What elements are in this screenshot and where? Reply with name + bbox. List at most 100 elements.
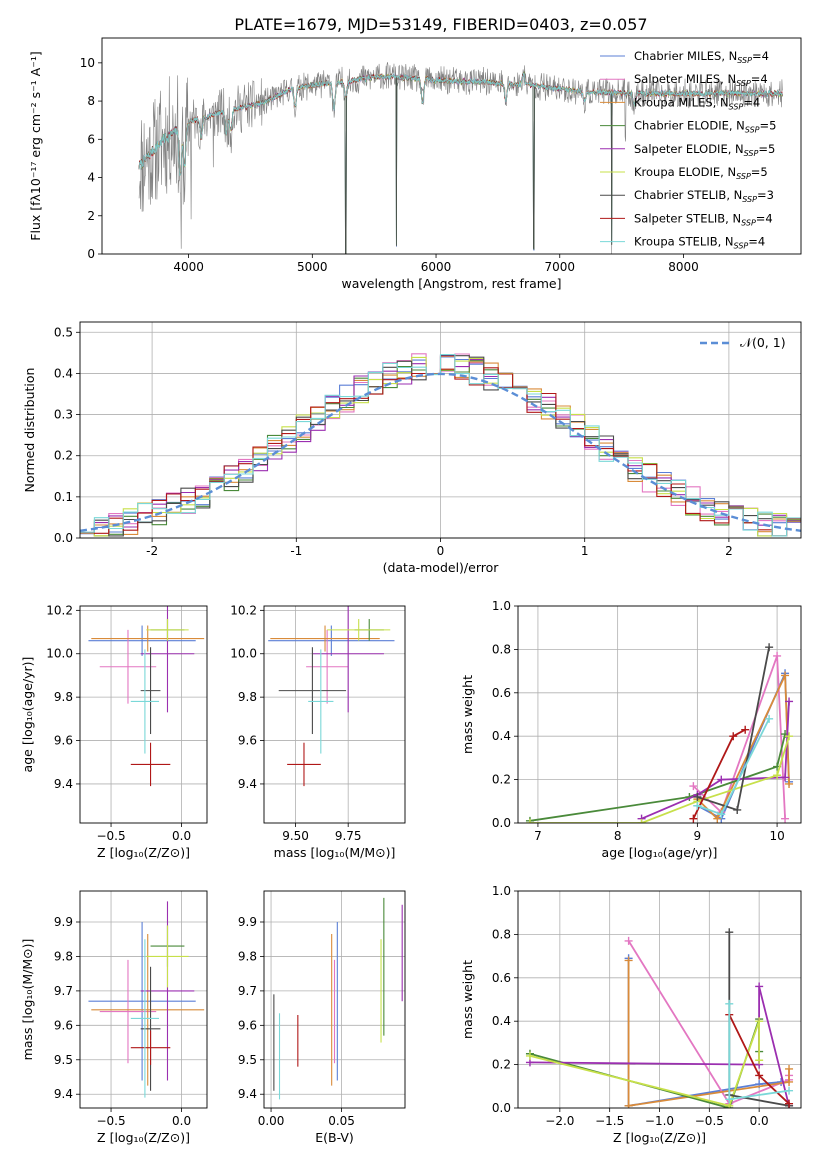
legend-entry: Salpeter STELIB, NSSP=4 <box>634 211 773 227</box>
x-tick-label: 9 <box>694 829 702 843</box>
x-tick-label: 4000 <box>173 260 204 274</box>
x-tick-label: 7 <box>534 829 542 843</box>
axes-frame <box>517 605 802 824</box>
y-axis-label: mass weight <box>460 960 475 1039</box>
weight-point-marker <box>729 732 738 741</box>
y-tick-label: 6 <box>87 132 95 146</box>
weight-point-marker <box>765 643 774 652</box>
axes-frame <box>263 605 406 824</box>
weight-point-marker <box>773 651 782 660</box>
weight-series-line <box>627 960 790 1107</box>
age-vs-Z-panel: −0.5 0.0 9.4 9.6 9.8 10.0 10.2 Z [log₁₀(Z/Z⊙)] a… <box>20 603 208 860</box>
x-tick-label: -1 <box>290 544 302 558</box>
weight-point-marker <box>773 771 782 780</box>
weight-point-marker <box>755 1071 764 1080</box>
y-axis-label: mass [log₁₀(M/M⊙)] <box>20 939 35 1061</box>
y-tick-label: 9.7 <box>238 984 257 998</box>
x-tick-label: 0.00 <box>258 1114 285 1128</box>
weight-point-marker <box>717 810 726 819</box>
y-axis-label: Normed distribution <box>22 368 37 493</box>
x-axis-label: wavelength [Angstrom, rest frame] <box>341 276 561 291</box>
grid-lines <box>80 606 207 823</box>
weight-point-marker <box>781 814 790 823</box>
legend-entry: Chabrier MILES, NSSP=4 <box>634 49 769 65</box>
y-tick-label: 2 <box>87 209 95 223</box>
y-tick-label: 9.8 <box>54 949 73 963</box>
y-tick-label: 0.4 <box>54 366 73 380</box>
y-tick-label: 9.6 <box>54 1018 73 1032</box>
y-tick-label: 9.4 <box>238 1087 257 1101</box>
weight-point-marker <box>785 1099 794 1108</box>
axes: −0.5 0.0 9.4 9.5 9.6 9.7 9.8 9.9 Z [log₁₀(Z/Z⊙)]… <box>20 890 208 1145</box>
y-tick-label: 0.6 <box>492 971 511 985</box>
y-tick-label: 9.9 <box>54 915 73 929</box>
axes-frame <box>79 890 208 1109</box>
grid-lines <box>80 891 207 1108</box>
y-tick-label: 10.0 <box>230 647 257 661</box>
weight-point-marker <box>781 671 790 680</box>
x-tick-label: 0 <box>437 544 445 558</box>
y-tick-label: 9.4 <box>54 1087 73 1101</box>
model-spectrum-line <box>138 72 783 177</box>
axes: -2 -1 0 1 2 0.0 0.1 0.2 0.3 0.4 0.5 (data-model)/er… <box>22 321 802 575</box>
normal-distribution-curve <box>80 372 801 532</box>
weight-point-marker <box>624 956 633 965</box>
y-axis-label: Flux [fλ10⁻¹⁷ erg cm⁻² s⁻¹ A⁻¹] <box>28 51 43 240</box>
weight-point-marker <box>624 936 633 945</box>
y-tick-label: 10.2 <box>230 603 257 617</box>
x-tick-label: 5000 <box>297 260 328 274</box>
x-axis-label: Z [log₁₀(Z/Z⊙)] <box>97 1130 190 1145</box>
weight-series-line <box>627 940 790 1105</box>
plot-marks <box>138 62 783 254</box>
y-axis-label: mass weight <box>460 675 475 754</box>
weight-point-marker <box>725 1095 734 1104</box>
x-axis-label: E(B-V) <box>315 1130 354 1145</box>
weight-series-line <box>692 655 786 819</box>
y-tick-label: 9.6 <box>238 734 257 748</box>
y-axis-label: age [log₁₀(age/yr)] <box>20 657 35 773</box>
normal-legend-label: 𝒩(0, 1) <box>740 335 786 350</box>
y-tick-label: 9.9 <box>238 915 257 929</box>
legend-entry: Kroupa ELODIE, NSSP=5 <box>634 165 768 181</box>
y-tick-label: 9.4 <box>54 777 73 791</box>
weight-point-marker <box>781 773 790 782</box>
weight-point-marker <box>785 732 794 741</box>
y-tick-label: 9.5 <box>238 1053 257 1067</box>
weight-point-marker <box>755 982 764 991</box>
y-tick-label: 9.8 <box>238 690 257 704</box>
x-tick-label: 9.50 <box>282 829 309 843</box>
weight-point-marker <box>693 792 702 801</box>
y-tick-label: 0.0 <box>492 816 511 830</box>
plot-marks <box>525 643 794 823</box>
mass-vs-EBV-panel: 0.00 0.05 9.4 9.5 9.6 9.7 9.8 9.9 E(B-V) <box>238 890 406 1145</box>
y-tick-label: 0.5 <box>54 325 73 339</box>
axes: 0.00 0.05 9.4 9.5 9.6 9.7 9.8 9.9 E(B-V) <box>238 890 406 1145</box>
x-axis-label: Z [log₁₀(Z/Z⊙)] <box>613 1130 706 1145</box>
plot-marks <box>525 928 794 1108</box>
x-axis-label: age [log₁₀(age/yr)] <box>602 845 718 860</box>
y-tick-label: 10 <box>80 56 95 70</box>
y-tick-label: 0 <box>87 247 95 261</box>
weight-point-marker <box>785 779 794 788</box>
y-tick-label: 4 <box>87 171 95 185</box>
weight-series-line <box>529 1020 760 1107</box>
weight-point-marker <box>785 1077 794 1086</box>
weight-point-marker <box>525 1051 534 1060</box>
x-tick-label: −1.0 <box>645 1114 674 1128</box>
y-tick-label: 9.6 <box>238 1018 257 1032</box>
x-tick-label: 8000 <box>668 260 699 274</box>
weight-point-marker <box>717 775 726 784</box>
y-tick-label: 10.0 <box>46 647 73 661</box>
x-axis-label: mass [log₁₀(M/M⊙)] <box>274 845 396 860</box>
y-tick-label: 0.6 <box>492 686 511 700</box>
axes-frame <box>101 37 802 255</box>
y-tick-label: 0.2 <box>492 773 511 787</box>
y-tick-label: 0.2 <box>492 1058 511 1072</box>
weight-point-marker <box>725 928 734 937</box>
x-tick-label: −2.0 <box>545 1114 574 1128</box>
y-tick-label: 9.8 <box>238 949 257 963</box>
weight-point-marker <box>637 819 646 823</box>
x-tick-label: 1 <box>581 544 589 558</box>
x-tick-label: −0.5 <box>695 1114 724 1128</box>
